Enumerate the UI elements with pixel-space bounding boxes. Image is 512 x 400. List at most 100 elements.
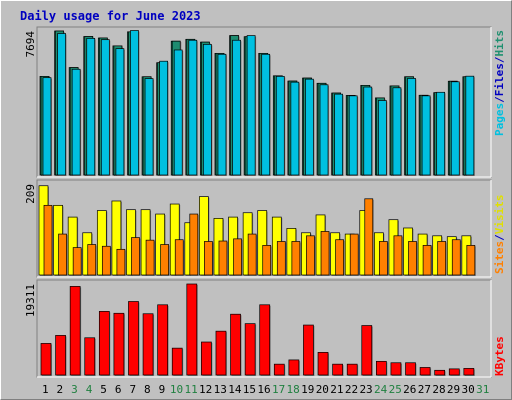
x-tick-label: 23 (359, 383, 372, 396)
chart-title: Daily usage for June 2023 (20, 9, 201, 23)
x-tick-label: 22 (345, 383, 358, 396)
sites-bar (43, 204, 53, 276)
sites-bar (160, 244, 169, 276)
sites-bar (451, 239, 461, 276)
pages-bar (86, 38, 96, 176)
sites-bar (306, 235, 315, 276)
kbytes-bar (259, 304, 271, 376)
x-tick-label: 31 (476, 383, 489, 396)
sites-bar (349, 233, 359, 276)
pages-bar (115, 48, 125, 176)
sites-bar (364, 198, 374, 276)
pages-bar (450, 81, 460, 176)
pages-bar (232, 39, 241, 176)
kbytes-bar (186, 283, 198, 376)
legend-top-hits: Hits (493, 30, 506, 57)
legend-top: Pages/Files/Hits (493, 30, 506, 136)
sites-bar (408, 241, 417, 276)
kbytes-bar (463, 368, 475, 376)
kbytes-bar (157, 304, 168, 376)
sites-bar (204, 241, 213, 276)
x-tick-label: 4 (86, 383, 93, 396)
x-tick-label: 2 (57, 383, 64, 396)
kbytes-bar (376, 360, 387, 376)
kbytes-bar (448, 368, 460, 376)
kbytes-bar (303, 324, 314, 376)
sites-bar (335, 239, 344, 276)
kbytes-bar (361, 325, 373, 376)
kbytes-bar (244, 323, 256, 376)
kbytes-bar (346, 363, 358, 376)
visits-bar (257, 210, 268, 276)
kbytes-bar (171, 347, 183, 376)
kbytes-bar (55, 335, 66, 376)
pages-bar (407, 78, 416, 176)
x-tick-label: 26 (403, 383, 416, 396)
sites-bar (291, 241, 301, 276)
x-tick-label: 14 (228, 383, 242, 396)
legend-top-pages: Pages (493, 103, 506, 136)
sites-bar (58, 233, 67, 276)
x-tick-label: 10 (170, 383, 183, 396)
legend-top-sep: / (493, 56, 506, 63)
pages-bar (57, 33, 66, 176)
pages-bar (130, 30, 139, 176)
legend-bottom: KBytes (493, 336, 506, 376)
kbytes-bar (230, 313, 241, 376)
x-tick-label: 16 (257, 383, 270, 396)
pages-bar (217, 53, 227, 176)
legend-middle-sites: Sites (493, 241, 506, 274)
kbytes-bar (113, 312, 125, 376)
pages-bar (159, 60, 168, 176)
sites-bar (247, 233, 257, 276)
x-tick-label: 29 (447, 383, 460, 396)
legend-top-sep: / (493, 96, 506, 103)
sites-bar (189, 213, 199, 276)
pages-bar (261, 53, 271, 176)
x-tick-label: 30 (462, 383, 475, 396)
sites-bar (101, 245, 111, 276)
legend-top-files: Files (493, 63, 506, 96)
x-tick-label: 7 (129, 383, 136, 396)
x-tick-label: 9 (159, 383, 166, 396)
pages-bar (42, 77, 52, 176)
legend-middle-visits: Visits (493, 195, 506, 235)
kbytes-bar (273, 363, 285, 376)
sites-bar (145, 239, 155, 276)
x-tick-label: 28 (432, 383, 445, 396)
x-tick-label: 19 (301, 383, 314, 396)
pages-bar (305, 78, 314, 176)
pages-bar (378, 100, 387, 176)
kbytes-bar (419, 367, 431, 376)
kbytes-bar (98, 311, 110, 376)
legend-bottom-kbytes: KBytes (493, 336, 506, 376)
kbytes-bar (69, 286, 81, 376)
pages-bar (275, 76, 285, 176)
legend-middle-sep: / (493, 234, 506, 241)
sites-bar (87, 244, 97, 276)
kbytes-bar (40, 343, 52, 376)
pages-bar (71, 68, 81, 176)
pages-bar (173, 49, 183, 176)
y-max-label-2: 209 (24, 184, 37, 204)
kbytes-bar (332, 363, 343, 376)
sites-bar (116, 248, 126, 276)
sites-bar (131, 237, 140, 276)
sites-bar (437, 241, 447, 276)
visits-bar (199, 196, 209, 276)
legend-middle: Sites/Visits (493, 195, 506, 275)
x-tick-label: 1 (42, 383, 49, 396)
pages-bar (421, 95, 431, 176)
x-tick-label: 8 (144, 383, 151, 396)
kbytes-bar (84, 337, 96, 376)
x-tick-label: 13 (214, 383, 227, 396)
pages-bar (436, 91, 446, 176)
sites-bar (320, 231, 330, 276)
x-tick-label: 3 (71, 383, 78, 396)
x-tick-label: 27 (418, 383, 431, 396)
kbytes-bar (142, 313, 154, 376)
kbytes-bar (434, 369, 446, 376)
sites-bar (422, 245, 432, 276)
x-tick-label: 20 (316, 383, 329, 396)
